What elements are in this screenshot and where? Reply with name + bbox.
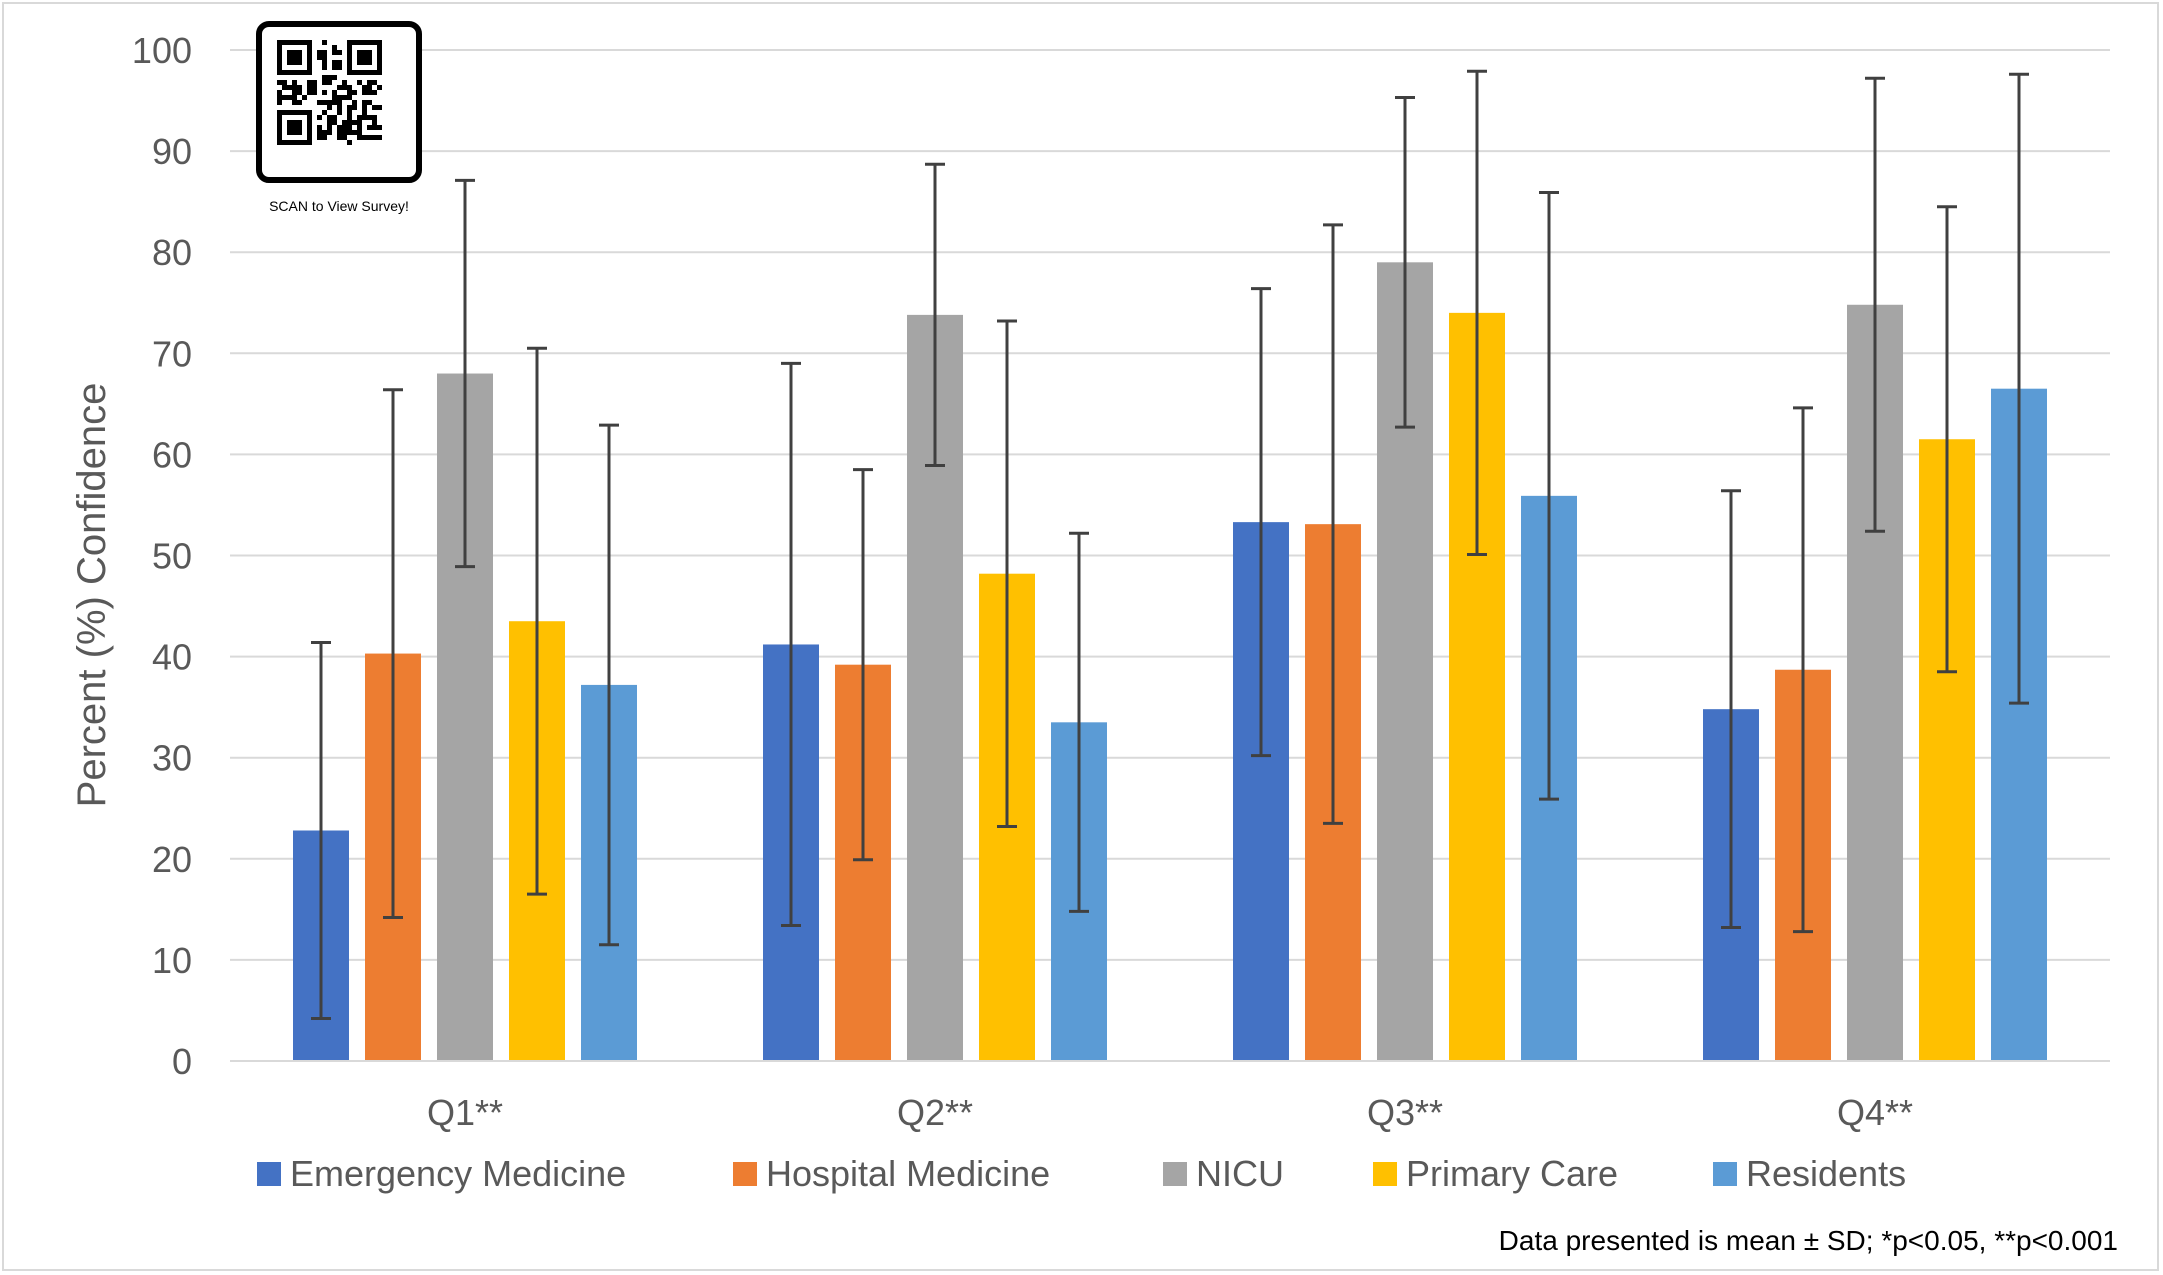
y-tick-label: 10: [152, 940, 192, 981]
legend-label: Residents: [1746, 1153, 1906, 1194]
legend-swatch: [1373, 1162, 1397, 1186]
y-tick-label: 60: [152, 434, 192, 475]
legend-label: Primary Care: [1406, 1153, 1618, 1194]
y-tick-label: 40: [152, 637, 192, 678]
x-category-label: Q2**: [897, 1092, 973, 1133]
legend-label: NICU: [1196, 1153, 1284, 1194]
footnote: Data presented is mean ± SD; *p<0.05, **…: [1499, 1225, 2118, 1256]
x-axis-categories: Q1** Q2** Q3** Q4**: [427, 1092, 1913, 1133]
y-tick-label: 70: [152, 333, 192, 374]
y-tick-label: 0: [172, 1041, 192, 1082]
y-tick-label: 80: [152, 232, 192, 273]
qr-caption: SCAN to View Survey!: [269, 198, 409, 214]
y-tick-label: 90: [152, 131, 192, 172]
legend-label: Hospital Medicine: [766, 1153, 1050, 1194]
legend-swatch: [733, 1162, 757, 1186]
y-axis-ticks: 0 10 20 30 40 50 60 70 80 90 100: [132, 30, 192, 1082]
y-tick-label: 20: [152, 839, 192, 880]
error-bars: [311, 69, 2029, 1021]
legend-label: Emergency Medicine: [290, 1153, 626, 1194]
y-axis-title: Percent (%) Confidence: [70, 383, 114, 808]
y-tick-label: 50: [152, 536, 192, 577]
qr-code[interactable]: SCAN to View Survey!: [256, 21, 422, 214]
x-category-label: Q1**: [427, 1092, 503, 1133]
legend-swatch: [1163, 1162, 1187, 1186]
qr-code-icon: [277, 40, 382, 145]
y-tick-label: 30: [152, 738, 192, 779]
y-tick-label: 100: [132, 30, 192, 71]
legend-swatch: [1713, 1162, 1737, 1186]
x-category-label: Q3**: [1367, 1092, 1443, 1133]
legend: Emergency Medicine Hospital Medicine NICU P…: [257, 1153, 1906, 1194]
bars: [293, 262, 2047, 1062]
legend-swatch: [257, 1162, 281, 1186]
x-category-label: Q4**: [1837, 1092, 1913, 1133]
